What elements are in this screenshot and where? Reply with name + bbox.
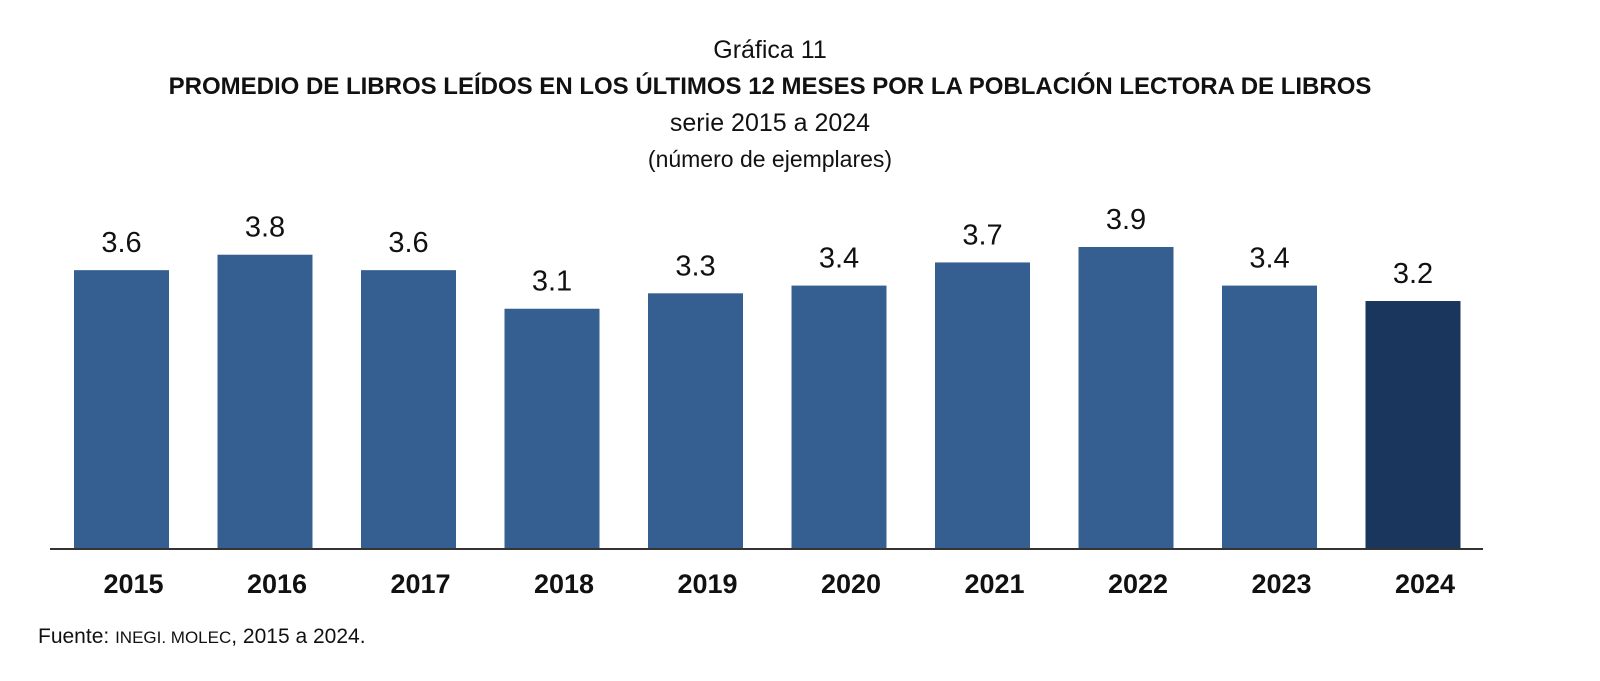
value-label-2018: 3.1 [532,266,572,298]
bar-2021 [935,262,1030,548]
bar-2017 [361,270,456,548]
value-label-2017: 3.6 [388,227,428,259]
value-label-2015: 3.6 [101,227,141,259]
bar-2018 [504,308,600,548]
bar-2015 [74,270,169,548]
category-label-2024: 2024 [1395,569,1455,599]
chart-subtitle: serie 2015 a 2024 [669,109,871,137]
source-prefix: Fuente: [38,625,116,648]
value-label-2016: 3.8 [245,212,285,244]
category-label-2017: 2017 [390,569,450,599]
category-label-2023: 2023 [1251,569,1311,599]
chart-header: Gráfica 11 PROMEDIO DE LIBROS LEÍDOS EN … [0,38,1540,171]
chart-title: PROMEDIO DE LIBROS LEÍDOS EN LOS ÚLTIMOS… [168,73,1372,100]
bars-group [74,247,1461,548]
value-label-2019: 3.3 [675,250,715,282]
value-label-2020: 3.4 [819,243,859,275]
value-label-2021: 3.7 [962,219,1002,251]
value-label-2023: 3.4 [1249,243,1289,275]
category-label-2015: 2015 [103,569,163,599]
category-label-2016: 2016 [247,569,307,599]
source-org: INEGI. MOLEC [115,628,232,647]
unit-note: (número de ejemplares) [647,146,893,172]
value-labels-group: 3.6 3.8 3.6 3.1 3.3 3.4 3.7 3.9 3.4 3.2 [101,204,1433,298]
bar-2023 [1222,285,1317,548]
bar-2016 [217,254,313,548]
category-label-2020: 2020 [821,569,881,599]
category-label-2021: 2021 [964,569,1024,599]
chart-number-label: Gráfica 11 [713,36,827,64]
category-label-2019: 2019 [677,569,737,599]
value-label-2024: 3.2 [1393,258,1433,290]
value-label-2022: 3.9 [1106,204,1146,236]
source-note: Fuente: INEGI. MOLEC, 2015 a 2024. [38,626,366,647]
category-labels-group: 2015 2016 2017 2018 2019 2020 2021 2022 2023 2024 [103,569,1455,599]
bar-2020 [791,285,887,548]
category-label-2022: 2022 [1108,569,1168,599]
source-suffix: , 2015 a 2024. [231,625,366,648]
category-label-2018: 2018 [534,569,594,599]
bar-2024 [1365,301,1461,548]
bar-2019 [648,293,743,548]
bar-2022 [1078,247,1174,548]
